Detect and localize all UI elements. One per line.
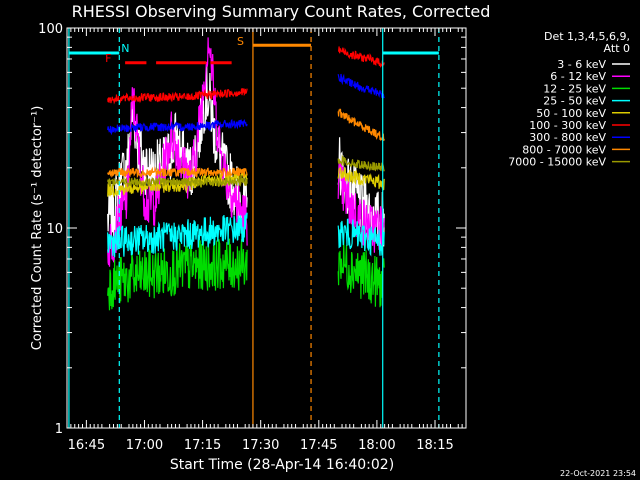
legend-label-0: 3 - 6 keV — [557, 58, 606, 71]
timestamp: 22-Oct-2021 23:54 — [560, 469, 636, 478]
legend-header-line1: Det 1,3,4,5,6,9, — [544, 30, 630, 43]
series-line-2-seg0 — [107, 238, 248, 311]
x-tick-label-1: 17:00 — [126, 438, 163, 453]
legend-label-8: 7000 - 15000 keV — [508, 156, 606, 169]
chart-title: RHESSI Observing Summary Count Rates, Co… — [72, 2, 491, 21]
x-tick-label-3: 17:30 — [242, 438, 279, 453]
legend-label-6: 300 - 800 keV — [529, 131, 606, 144]
y-axis-label: Corrected Count Rate (s⁻¹ detector⁻¹) — [30, 106, 45, 351]
series-line-3-seg0 — [107, 212, 248, 258]
series-line-6-seg0 — [107, 118, 248, 136]
series-line-6-seg1 — [337, 73, 385, 99]
legend-label-2: 12 - 25 keV — [543, 82, 606, 95]
y-tick-label-0: 1 — [55, 422, 63, 437]
legend-label-4: 50 - 100 keV — [536, 107, 606, 120]
x-tick-label-4: 17:45 — [300, 438, 337, 453]
series-line-5-seg0 — [107, 87, 248, 105]
legend-label-3: 25 - 50 keV — [543, 95, 606, 108]
series-line-3-seg1 — [337, 218, 385, 257]
x-tick-label-0: 16:45 — [68, 438, 105, 453]
series-line-5-seg1 — [338, 46, 385, 68]
x-axis-label: Start Time (28-Apr-14 16:40:02) — [170, 457, 394, 473]
y-tick-label-2: 100 — [38, 22, 63, 37]
series-layer — [107, 37, 385, 311]
axes-layer: 16:45 17:00 17:15 17:30 17:45 18:00 18:15 1 10 10… — [38, 22, 467, 453]
annotation-n: N — [121, 42, 129, 55]
series-line-4-seg1 — [337, 166, 385, 191]
x-tick-label-5: 18:00 — [358, 438, 395, 453]
legend-label-7: 800 - 7000 keV — [522, 143, 606, 156]
x-tick-label-2: 17:15 — [184, 438, 221, 453]
series-line-2-seg1 — [337, 240, 385, 308]
series-line-1-seg1 — [337, 160, 385, 253]
legend-label-5: 100 - 300 keV — [529, 119, 606, 132]
series-line-7-seg1 — [337, 108, 385, 142]
y-tick-label-1: 10 — [46, 222, 63, 237]
x-tick-label-6: 18:15 — [416, 438, 453, 453]
annotation-s: S — [237, 35, 244, 48]
legend-label-1: 6 - 12 keV — [550, 70, 606, 83]
series-line-7-seg0 — [107, 166, 248, 179]
series-line-1-seg0 — [107, 37, 248, 267]
series-line-8-seg0 — [107, 175, 248, 189]
legend-header-line2: Att 0 — [604, 42, 630, 55]
series-line-8-seg1 — [337, 154, 385, 172]
annotation-f: F — [105, 52, 111, 65]
